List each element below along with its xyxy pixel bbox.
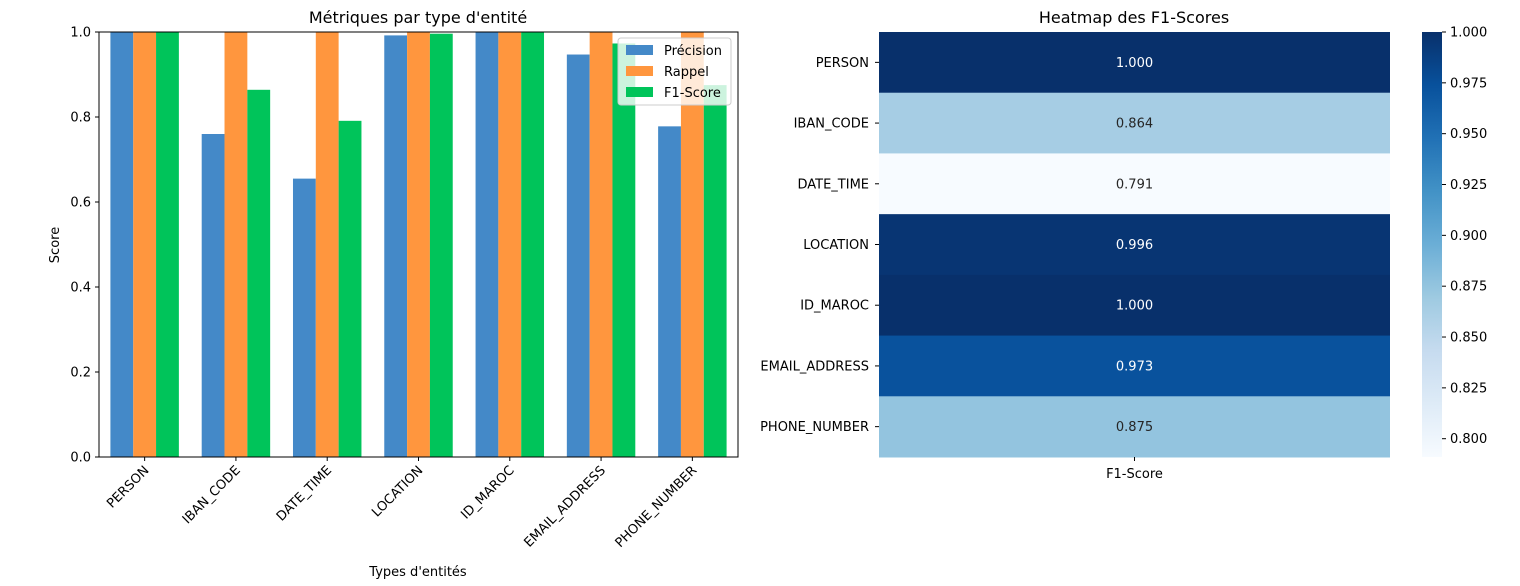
colorbar-ticks: 0.800 0.825 0.850 0.875 0.900 0.925 0.950 0.975…: [1442, 26, 1487, 447]
bar: [224, 32, 248, 457]
bar: [338, 120, 362, 457]
colorbar: [1422, 32, 1442, 457]
heatmap-cell: [879, 32, 1390, 94]
heatmap-cell: [879, 274, 1390, 337]
colorbar-tick-label: 0.825: [1450, 381, 1487, 396]
heatmap-row-labels: PERSON IBAN_CODE DATE_TIME LOCATION ID_MAROC…: [760, 56, 879, 435]
heatmap-cell: [879, 335, 1390, 397]
bar: [589, 32, 613, 457]
bar: [315, 32, 339, 457]
bar-y-ticks: 0.0 0.2 0.4 0.6 0.8 1.0: [70, 26, 99, 466]
bar-legend: Précision Rappel F1-Score: [617, 37, 732, 106]
bar: [384, 35, 408, 458]
y-tick-label: 0.2: [70, 366, 91, 381]
bar: [292, 178, 316, 457]
x-tick-label: LOCATION: [369, 463, 426, 520]
x-tick-label: PHONE_NUMBER: [613, 463, 701, 551]
bar-plot-frame: [98, 31, 739, 458]
bar: [201, 134, 225, 457]
legend-swatch: [626, 66, 653, 76]
row-label: ID_MAROC: [800, 299, 869, 314]
row-label: PERSON: [816, 56, 869, 71]
x-tick-label: ID_MAROC: [458, 463, 517, 522]
bar: [612, 43, 636, 457]
heatmap-title: Heatmap des F1-Scores: [1039, 8, 1229, 27]
x-tick-label: PERSON: [104, 463, 152, 511]
bar: [498, 32, 522, 457]
colorbar-tick-label: 0.800: [1450, 432, 1487, 447]
row-label: PHONE_NUMBER: [760, 420, 869, 435]
heatmap-cell: [879, 153, 1390, 215]
bar: [703, 85, 727, 457]
legend-swatch: [626, 87, 653, 97]
bar-marks: [110, 32, 727, 458]
colorbar-tick-label: 0.975: [1450, 76, 1487, 91]
heatmap-cell-value: 0.973: [1116, 359, 1153, 374]
bar-chart-title: Métriques par type d'entité: [309, 8, 527, 27]
colorbar-tick-label: 1.000: [1450, 26, 1487, 41]
bar: [658, 126, 681, 457]
heatmap-cell: [879, 214, 1390, 276]
legend-label: Précision: [664, 44, 722, 59]
heatmap-cell-value: 0.996: [1116, 238, 1153, 253]
heatmap-cell: [879, 92, 1390, 154]
y-tick-label: 1.0: [70, 26, 91, 41]
heatmap-cells: 1.000 0.864 0.791 0.996 1.000 0.973 0.875: [879, 32, 1390, 458]
row-label: IBAN_CODE: [794, 117, 869, 132]
heatmap-cell-value: 1.000: [1116, 299, 1153, 314]
heatmap-cell-value: 0.875: [1116, 420, 1153, 435]
bar: [680, 32, 704, 457]
bar-x-axis-label: Types d'entités: [368, 565, 467, 580]
bar: [247, 89, 271, 458]
y-tick-label: 0.8: [70, 111, 91, 126]
colorbar-tick-label: 0.950: [1450, 127, 1487, 142]
heatmap: Heatmap des F1-Scores 1.000 0.864 0.791 0.9…: [760, 8, 1487, 482]
colorbar-tick-label: 0.875: [1450, 280, 1487, 295]
heatmap-cell-value: 1.000: [1116, 56, 1153, 71]
row-label: DATE_TIME: [797, 177, 869, 192]
bar-x-ticks: PERSON IBAN_CODE DATE_TIME LOCATION ID_MAROC…: [104, 457, 700, 551]
colorbar-tick-label: 0.900: [1450, 229, 1487, 244]
bar: [566, 54, 590, 458]
legend-label: F1-Score: [664, 86, 721, 101]
x-tick-label: DATE_TIME: [274, 463, 335, 524]
legend-label: Rappel: [664, 65, 709, 80]
bar: [407, 32, 430, 457]
bar: [133, 32, 157, 457]
heatmap-cell-value: 0.791: [1116, 177, 1153, 192]
colorbar-tick-label: 0.850: [1450, 331, 1487, 346]
legend-swatch: [626, 45, 653, 55]
bar-y-axis-label: Score: [48, 227, 63, 263]
heatmap-column-labels: F1-Score: [1106, 457, 1163, 482]
bar: [429, 33, 453, 457]
y-tick-label: 0.4: [70, 281, 91, 296]
column-label: F1-Score: [1106, 467, 1163, 482]
bar: [475, 32, 499, 457]
bar: [521, 32, 545, 457]
row-label: EMAIL_ADDRESS: [760, 359, 869, 374]
heatmap-cell: [879, 396, 1390, 458]
row-label: LOCATION: [803, 238, 869, 253]
y-tick-label: 0.6: [70, 196, 91, 211]
bar: [156, 32, 179, 457]
bar: [110, 32, 134, 457]
heatmap-cell-value: 0.864: [1116, 117, 1153, 132]
x-tick-label: IBAN_CODE: [180, 463, 244, 527]
x-tick-label: EMAIL_ADDRESS: [522, 463, 609, 550]
bar-chart: Métriques par type d'entité 0.0 0.2 0.4 0.6…: [48, 8, 739, 580]
colorbar-tick-label: 0.925: [1450, 178, 1487, 193]
y-tick-label: 0.0: [70, 451, 91, 466]
